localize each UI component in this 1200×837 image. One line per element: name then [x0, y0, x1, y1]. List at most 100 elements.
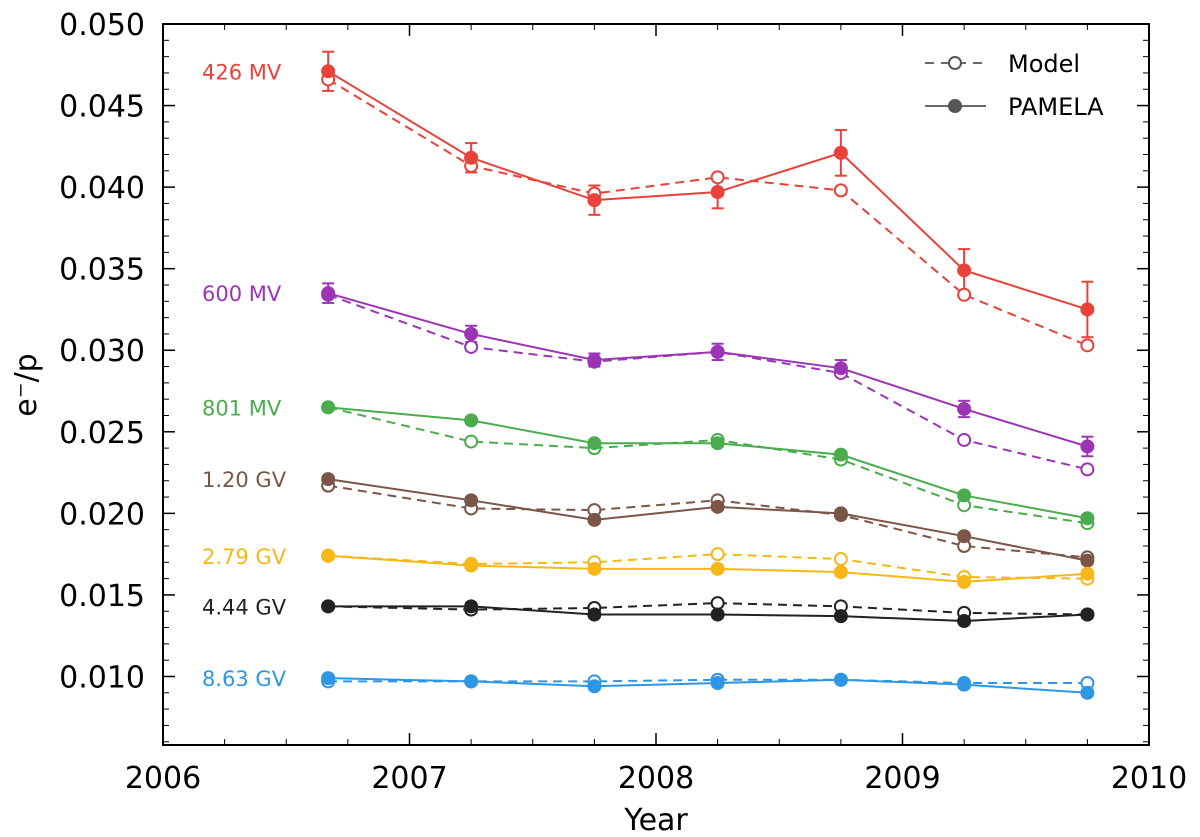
pamela-point	[1080, 302, 1095, 317]
model-point	[833, 183, 848, 198]
pamela-point	[464, 599, 479, 614]
legend-pamela-label: PAMELA	[1008, 93, 1104, 121]
pamela-point	[587, 607, 602, 622]
pamela-point	[587, 561, 602, 576]
pamela-point	[587, 353, 602, 368]
pamela-point	[833, 506, 848, 521]
pamela-point	[833, 361, 848, 376]
y-tick-label: 0.010	[59, 660, 145, 695]
series-1-20-gv	[321, 472, 1095, 568]
pamela-point	[710, 561, 725, 576]
pamela-point	[957, 614, 972, 629]
y-tick-label: 0.040	[59, 171, 145, 206]
pamela-point	[833, 447, 848, 462]
y-tick-label: 0.025	[59, 416, 145, 451]
pamela-point	[833, 609, 848, 624]
series-4-44-gv	[321, 596, 1095, 629]
pamela-point	[1080, 607, 1095, 622]
x-tick-label: 2008	[618, 761, 694, 796]
model-point	[464, 434, 479, 449]
y-tick-label: 0.020	[59, 497, 145, 532]
pamela-point	[321, 64, 336, 79]
x-tick-label: 2010	[1111, 761, 1187, 796]
model-point	[833, 552, 848, 567]
model-point	[710, 596, 725, 611]
pamela-point	[833, 565, 848, 580]
legend-model-label: Model	[1008, 50, 1080, 78]
pamela-point	[464, 326, 479, 341]
model-point	[710, 170, 725, 185]
series-label: 801 MV	[202, 396, 282, 420]
x-tick-label: 2006	[125, 761, 201, 796]
pamela-point	[321, 286, 336, 301]
series-labels: 426 MV 600 MV 801 MV 1.20 GV 2.79 GV 4.44 GV 8…	[202, 60, 287, 691]
series-label: 600 MV	[202, 282, 282, 306]
series-label: 8.63 GV	[202, 667, 287, 691]
pamela-point	[710, 499, 725, 514]
series-426-mv	[321, 50, 1095, 353]
series-label: 1.20 GV	[202, 468, 287, 492]
pamela-point	[710, 344, 725, 359]
y-tick-label: 0.050	[59, 8, 145, 43]
pamela-point	[321, 548, 336, 563]
pamela-point	[957, 488, 972, 503]
model-point	[1080, 338, 1095, 353]
series-label: 2.79 GV	[202, 545, 287, 569]
model-point	[464, 339, 479, 354]
model-point	[957, 287, 972, 302]
pamela-point	[710, 436, 725, 451]
model-point	[1080, 462, 1095, 477]
pamela-point	[464, 150, 479, 165]
y-axis-title: e⁻/p	[9, 353, 44, 416]
series-label: 426 MV	[202, 60, 282, 84]
pamela-point	[1080, 553, 1095, 568]
series-8-63-gv	[321, 671, 1095, 700]
pamela-point	[957, 401, 972, 416]
pamela-point	[1080, 566, 1095, 581]
pamela-point	[587, 512, 602, 527]
y-tick-label: 0.015	[59, 579, 145, 614]
legend-pamela-marker	[948, 99, 962, 113]
x-tick-label: 2007	[371, 761, 447, 796]
pamela-point	[710, 676, 725, 691]
pamela-point	[1080, 511, 1095, 526]
model-point	[710, 547, 725, 562]
pamela-point	[587, 193, 602, 208]
y-tick-label: 0.035	[59, 253, 145, 288]
pamela-point	[321, 671, 336, 686]
pamela-point	[957, 574, 972, 589]
pamela-point	[833, 145, 848, 160]
pamela-point	[321, 472, 336, 487]
series-label: 4.44 GV	[202, 595, 287, 619]
pamela-point	[464, 413, 479, 428]
series-layer	[321, 50, 1095, 700]
pamela-point	[1080, 439, 1095, 454]
legend: Model PAMELA	[925, 50, 1104, 121]
series-600-mv	[321, 282, 1095, 477]
y-tick-label: 0.045	[59, 90, 145, 125]
model-point	[957, 432, 972, 447]
pamela-point	[710, 607, 725, 622]
y-tick-label: 0.030	[59, 334, 145, 369]
pamela-point	[957, 529, 972, 544]
pamela-point	[587, 436, 602, 451]
pamela-point	[833, 672, 848, 687]
pamela-point	[321, 599, 336, 614]
x-tick-label: 2009	[864, 761, 940, 796]
pamela-point	[957, 677, 972, 692]
pamela-point	[321, 400, 336, 415]
legend-model-marker	[948, 56, 962, 70]
x-axis-title: Year	[623, 803, 688, 837]
pamela-point	[587, 679, 602, 694]
series-2-79-gv	[321, 547, 1095, 589]
pamela-point	[1080, 685, 1095, 700]
ticks-layer: 2006 2007 2008 2009 2010 0.010 0.015 0.020 0.025…	[59, 8, 1187, 796]
pamela-point	[464, 674, 479, 689]
pamela-point	[464, 493, 479, 508]
pamela-point	[957, 263, 972, 278]
series-801-mv	[321, 400, 1095, 531]
pamela-point	[464, 558, 479, 573]
pamela-point	[710, 185, 725, 200]
